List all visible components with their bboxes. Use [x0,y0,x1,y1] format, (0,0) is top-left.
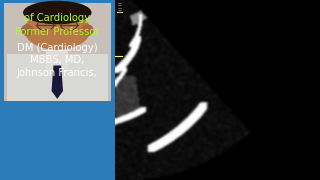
Text: RV: RV [238,8,254,18]
Text: 5: 5 [124,8,131,17]
Text: Former Professor: Former Professor [15,27,100,37]
Text: MBBS, MD,: MBBS, MD, [30,55,84,65]
Ellipse shape [23,1,92,24]
Text: Johnson Francis,: Johnson Francis, [17,68,98,78]
Text: 10: 10 [117,51,129,60]
Text: of Cardiology: of Cardiology [24,13,90,23]
Bar [115,0,320,180]
Text: LA: LA [242,78,257,88]
Text: DM (Cardiology): DM (Cardiology) [17,43,98,53]
Ellipse shape [81,24,94,36]
Bar [7,54,108,101]
Ellipse shape [24,11,91,50]
Ellipse shape [21,24,34,36]
Bar [4,3,111,101]
Bar [46,50,68,71]
Polygon shape [52,66,63,99]
Bar [0,0,115,180]
Text: PML: PML [154,76,179,86]
Bar [4,3,111,101]
Text: AML: AML [173,40,198,50]
